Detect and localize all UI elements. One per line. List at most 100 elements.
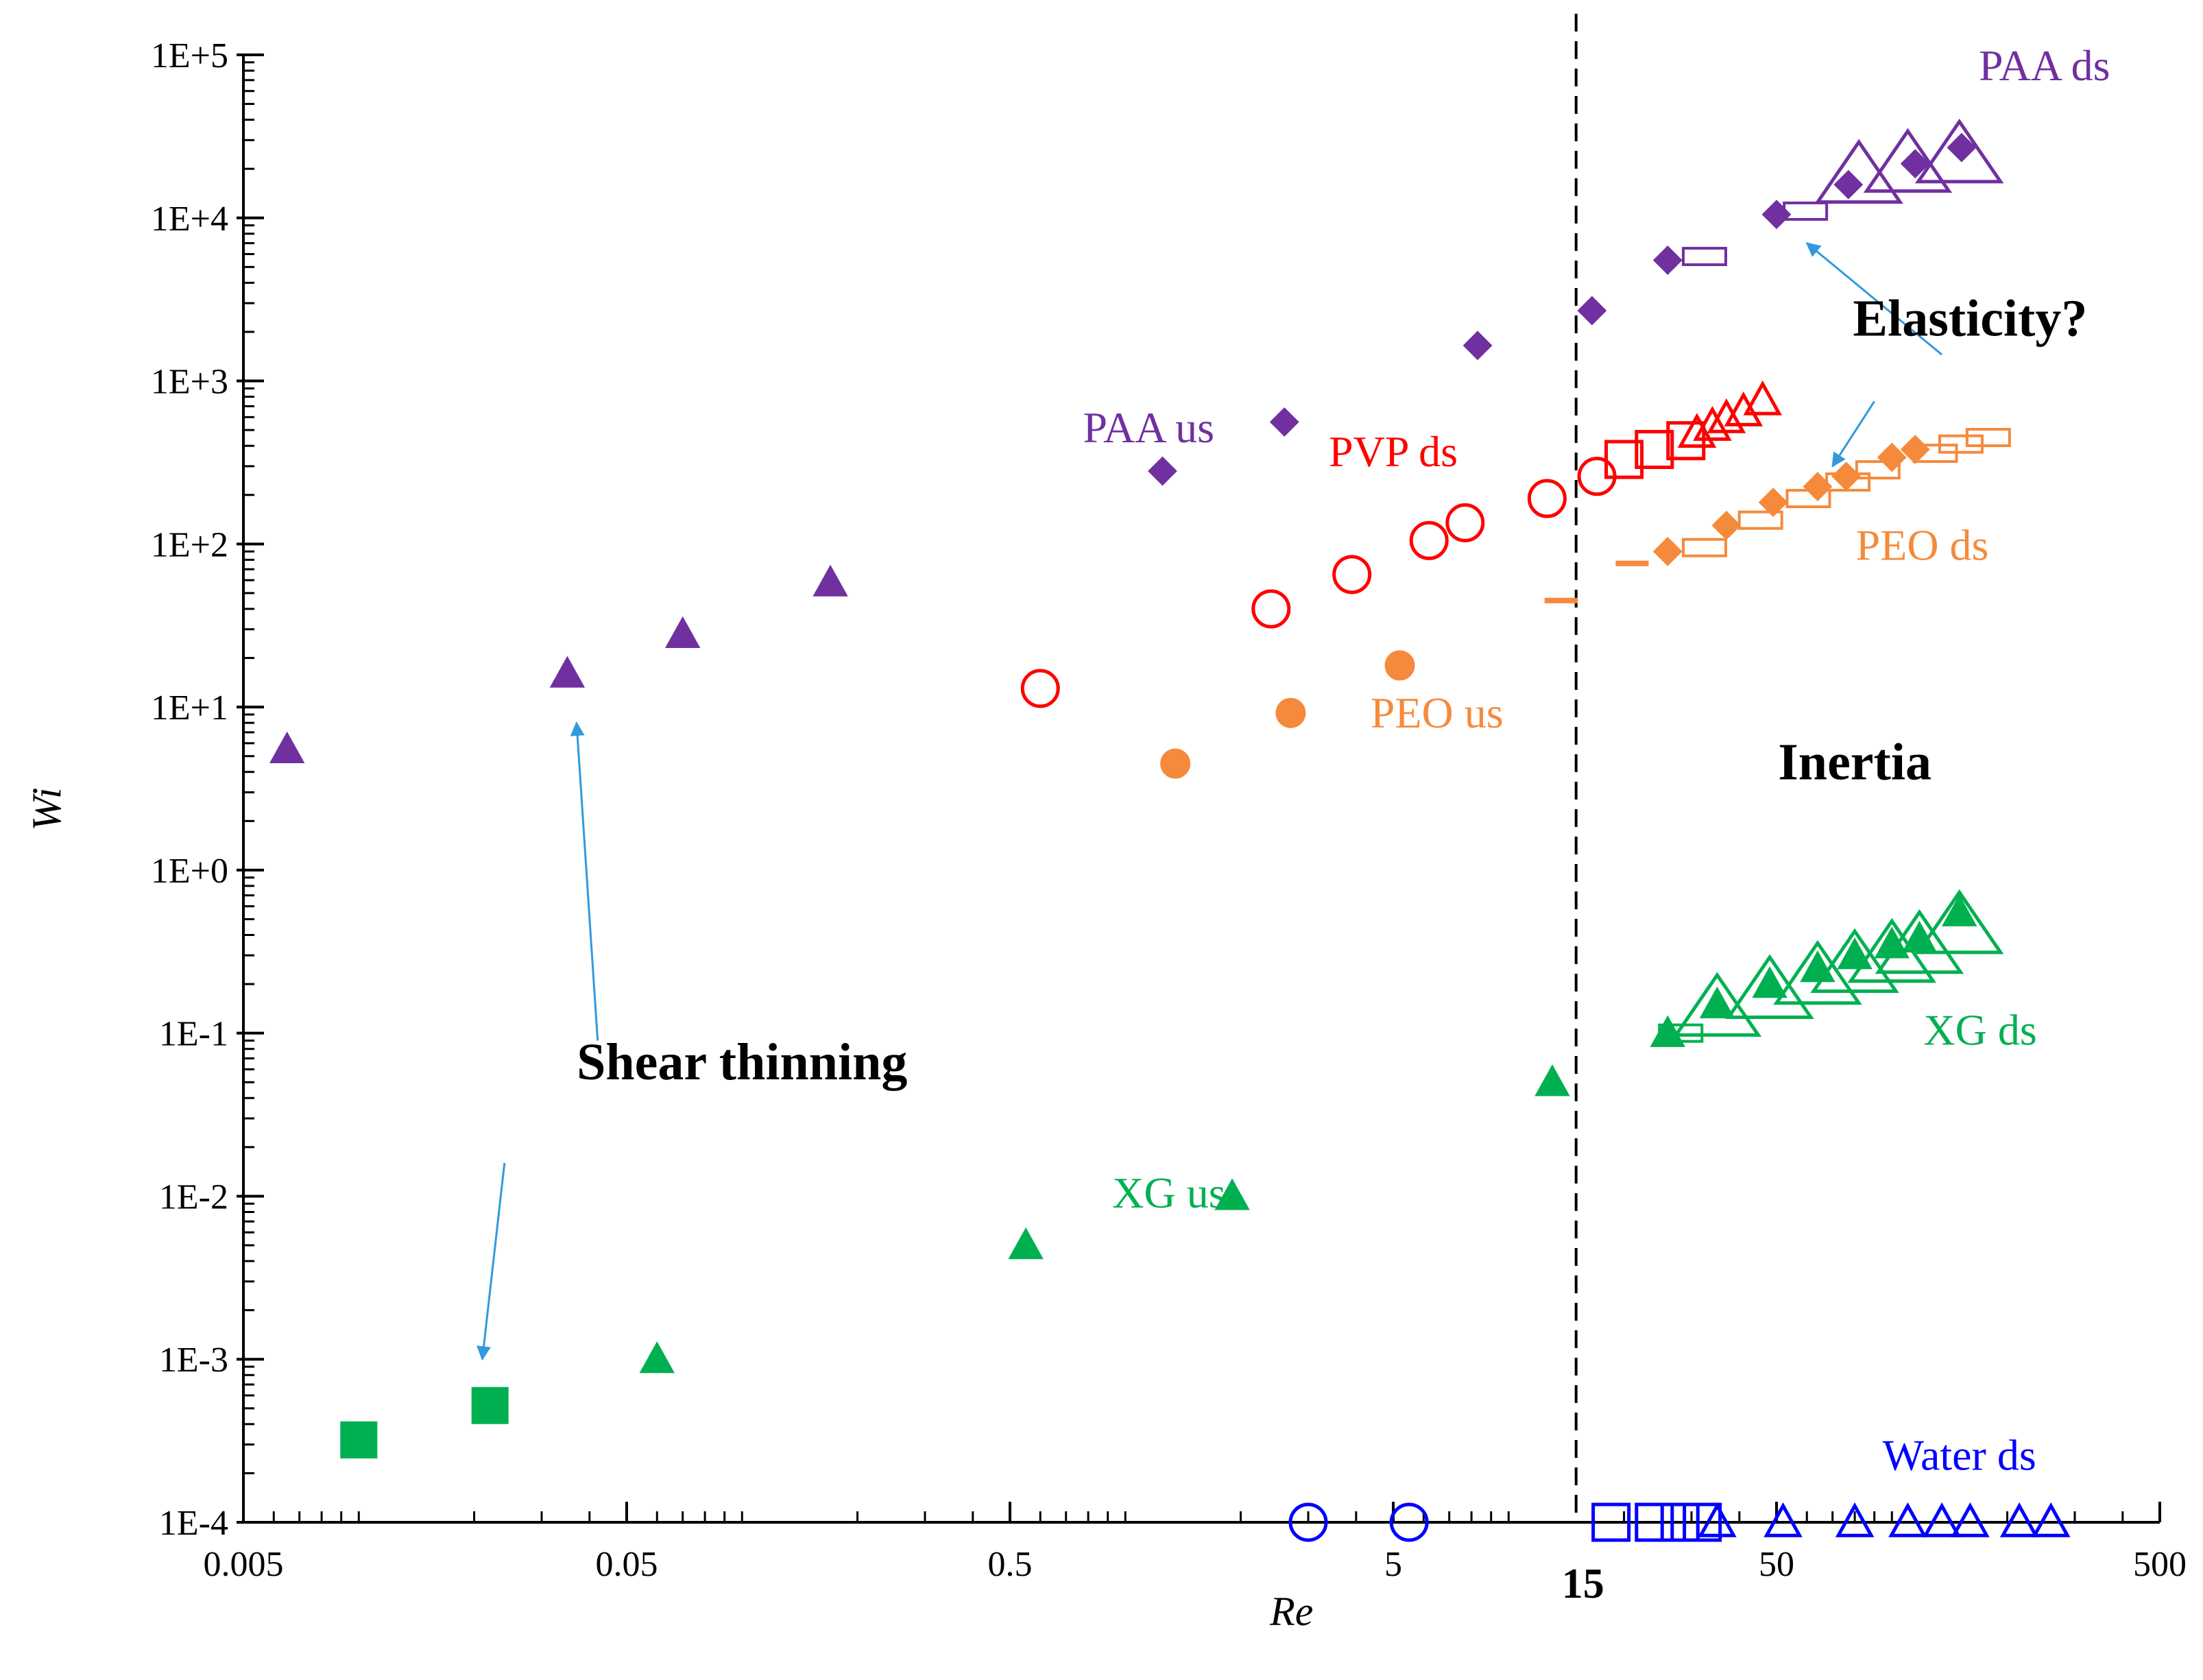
series-label: XG ds <box>1923 1005 2036 1054</box>
data-point-triangle-large <box>1875 909 1964 974</box>
x-tick-label: 0.005 <box>204 1545 284 1584</box>
y-tick-label: 1E+2 <box>151 525 228 564</box>
data-point-triangle <box>1922 1502 1962 1537</box>
data-point-rect <box>1855 460 1901 480</box>
data-point-square <box>1635 429 1674 469</box>
data-point-triangle <box>1008 1227 1044 1260</box>
data-point-rect <box>1658 1023 1704 1043</box>
data-point-triangle <box>1999 1502 2039 1537</box>
data-point-triangle <box>1888 1502 1927 1537</box>
series-label: PAA ds <box>1979 41 2110 90</box>
data-point-rect <box>1965 428 2011 448</box>
y-tick-label: 1E+3 <box>151 363 228 402</box>
annotation-arrow <box>477 1162 506 1361</box>
data-point-triangle-large <box>1773 939 1862 1005</box>
y-tick-label: 1E+4 <box>151 200 228 239</box>
x-tick-label: 0.5 <box>988 1545 1033 1584</box>
data-point-square <box>1604 440 1644 479</box>
data-point-triangle-large <box>1914 889 2004 955</box>
data-point-triangle <box>664 616 701 648</box>
data-point-circle <box>1251 589 1291 629</box>
annotation-arrow <box>1805 242 1943 356</box>
data-point-diamond <box>1761 200 1792 230</box>
data-point-circle <box>1384 650 1415 681</box>
y-tick-label: 1E-2 <box>159 1177 228 1216</box>
boundary-label: 15 <box>1562 1561 1604 1607</box>
data-point-triangle <box>1677 413 1717 448</box>
data-point-circle <box>1275 697 1306 728</box>
data-point-rect <box>1825 472 1871 492</box>
data-point-triangle <box>1951 1502 1990 1537</box>
data-point-triangle-large <box>1847 917 1937 983</box>
data-point-circle <box>1160 748 1191 779</box>
data-point-diamond <box>1833 169 1864 200</box>
data-point-triangle <box>812 564 848 597</box>
series-label: PVP ds <box>1329 427 1458 476</box>
data-point-dash <box>1544 597 1578 603</box>
data-point-circle <box>1332 555 1372 595</box>
data-point-triangle <box>1837 937 1873 970</box>
data-point-rect <box>1737 510 1783 530</box>
x-axis-title: Re <box>1269 1589 1313 1634</box>
data-point-triangle-large <box>1810 928 1899 993</box>
annotation-label: Shear thinning <box>577 1033 907 1091</box>
series-label: XG us <box>1112 1168 1225 1217</box>
data-point-triangle <box>1763 1502 1803 1537</box>
data-point-triangle <box>549 656 586 688</box>
x-tick-label: 5 <box>1384 1545 1402 1584</box>
plot-area: 0.005 0.05 0.5 5 50 500 1E-4 1E-3 1E-2 1E-1 1E+0 1E… <box>24 14 2187 1634</box>
data-point-diamond <box>1877 442 1907 472</box>
data-point-circle <box>1020 669 1060 708</box>
y-tick-label: 1E-4 <box>159 1504 228 1543</box>
data-point-square <box>1683 1502 1722 1542</box>
data-point-triangle <box>1534 1064 1570 1096</box>
data-point-triangle <box>1693 405 1732 441</box>
data-point-triangle <box>1942 894 1977 926</box>
y-tick-label: 1E-3 <box>159 1341 228 1380</box>
data-point-square <box>340 1421 378 1459</box>
data-point-square <box>471 1387 509 1424</box>
x-tick-label: 500 <box>2133 1545 2187 1584</box>
annotation-arrow <box>570 721 599 1041</box>
data-point-triangle-large <box>1863 128 1953 193</box>
series-label: PEO us <box>1371 688 1504 737</box>
data-point-triangle <box>1699 986 1735 1018</box>
data-point-circle <box>1527 479 1567 518</box>
data-point-triangle-large <box>1725 954 1814 1019</box>
y-tick-label: 1E+0 <box>151 852 228 891</box>
data-point-diamond <box>1462 331 1493 361</box>
data-point-triangle <box>1752 966 1787 998</box>
data-point-diamond <box>1652 536 1683 566</box>
data-point-circle <box>1409 520 1449 560</box>
data-point-diamond <box>1900 149 1930 179</box>
series-label: PAA us <box>1083 403 1214 452</box>
data-point-triangle <box>639 1341 675 1373</box>
series-label: PEO ds <box>1856 520 1989 569</box>
annotation-arrow <box>1831 400 1875 468</box>
data-point-triangle <box>2031 1502 2071 1537</box>
data-point-triangle <box>269 731 305 764</box>
data-point-square <box>1635 1502 1674 1542</box>
annotation-label: Inertia <box>1778 734 1931 791</box>
data-point-square <box>1591 1502 1631 1542</box>
data-point-rect <box>1681 538 1727 557</box>
data-point-diamond <box>1577 296 1607 326</box>
x-tick-label: 0.05 <box>596 1545 658 1584</box>
annotation-label: Elasticity? <box>1853 289 2087 347</box>
data-point-rect <box>1681 247 1727 267</box>
data-point-triangle <box>1724 391 1763 427</box>
data-point-triangle-large <box>1914 118 2004 184</box>
data-point-diamond <box>1711 510 1742 540</box>
data-point-diamond <box>1947 132 1977 163</box>
data-point-diamond <box>1758 488 1788 518</box>
data-point-circle <box>1445 503 1485 542</box>
data-point-triangle <box>1707 398 1746 433</box>
data-point-triangle <box>1214 1178 1250 1210</box>
y-axis-title: Wi <box>24 787 69 830</box>
data-point-diamond <box>1148 456 1177 486</box>
y-tick-label: 1E-1 <box>159 1015 228 1054</box>
data-point-rect <box>1785 489 1831 509</box>
data-point-circle <box>1288 1502 1328 1542</box>
data-point-square <box>1660 1502 1700 1542</box>
